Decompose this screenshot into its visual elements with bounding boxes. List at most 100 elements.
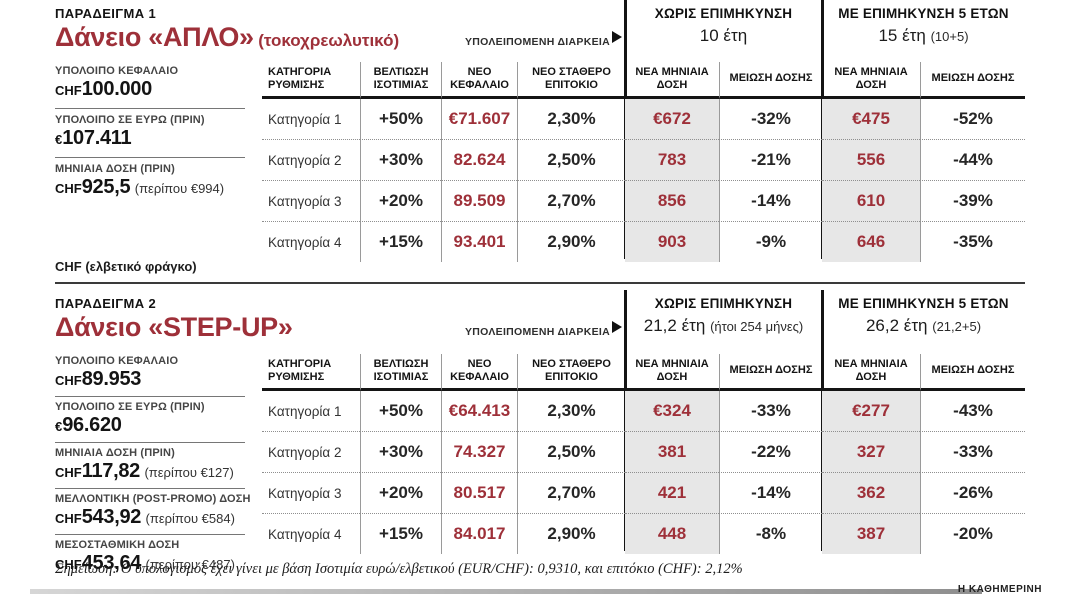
new-capital-cell: 80.517	[441, 473, 517, 514]
new-dose-cell: 327	[822, 432, 920, 473]
column-header: ΝΕΑ ΜΗΝΙΑΙΑ ΔΟΣΗ	[625, 62, 719, 99]
brand-name: Η ΚΑΘΗΜΕΡΙΝΗ	[957, 584, 1042, 595]
column-header: ΝΕΟ ΣΤΑΘΕΡΟ ΕΠΙΤΟΚΙΟ	[517, 62, 625, 99]
rate-cell: 2,70%	[517, 473, 625, 514]
new-dose-cell: 421	[625, 473, 719, 514]
dose-reduction-cell: -39%	[920, 181, 1025, 222]
group-duration: 15 έτη (10+5)	[878, 26, 969, 45]
info-label: ΥΠΟΛΟΙΠΟ ΚΕΦΑΛΑΙΟ	[55, 65, 179, 77]
right-arrow-icon	[612, 321, 622, 333]
info-item: ΜΕΣΟΣΤΑΘΜΙΚΗ ΔΟΣΗ CHF453,64 (περίπου €48…	[55, 535, 245, 580]
dose-reduction-cell: -52%	[920, 99, 1025, 140]
improvement-cell: +50%	[360, 99, 441, 140]
loan-title-main: Δάνειο «STEP-UP»	[55, 312, 293, 342]
new-dose-cell: €672	[625, 99, 719, 140]
info-label: ΜΗΝΙΑΙΑ ΔΟΣΗ (ΠΡΙΝ)	[55, 163, 175, 175]
info-label: ΥΠΟΛΟΙΠΟ ΣΕ ΕΥΡΩ (ΠΡΙΝ)	[55, 401, 205, 413]
rate-cell: 2,90%	[517, 222, 625, 262]
group-title: ΜΕ ΕΠΙΜΗΚΥΝΣΗ 5 ΕΤΩΝ	[838, 6, 1009, 21]
info-item: ΥΠΟΛΟΙΠΟ ΣΕ ΕΥΡΩ (ΠΡΙΝ) €96.620	[55, 397, 245, 443]
dose-reduction-cell: -33%	[920, 432, 1025, 473]
group-with-extension: ΜΕ ΕΠΙΜΗΚΥΝΣΗ 5 ΕΤΩΝ 26,2 έτη (21,2+5)	[822, 296, 1025, 336]
column-header: ΚΑΤΗΓΟΡΙΑ ΡΥΘΜΙΣΗΣ	[262, 354, 360, 391]
dose-reduction-cell: -22%	[719, 432, 822, 473]
new-dose-cell: €475	[822, 99, 920, 140]
dose-reduction-cell: -21%	[719, 140, 822, 181]
info-label: ΜΕΛΛΟΝΤΙΚΗ (POST-PROMO) ΔΟΣΗ	[55, 493, 251, 505]
improvement-cell: +15%	[360, 222, 441, 262]
info-value: CHF453,64 (περίπου €487)	[55, 552, 235, 574]
group-title: ΜΕ ΕΠΙΜΗΚΥΝΣΗ 5 ΕΤΩΝ	[838, 296, 1009, 311]
new-dose-cell: €324	[625, 391, 719, 432]
dose-reduction-cell: -32%	[719, 99, 822, 140]
new-dose-cell: 856	[625, 181, 719, 222]
rate-cell: 2,30%	[517, 99, 625, 140]
new-capital-cell: 74.327	[441, 432, 517, 473]
rate-cell: 2,50%	[517, 432, 625, 473]
column-header: ΝΕΟ ΣΤΑΘΕΡΟ ΕΠΙΤΟΚΙΟ	[517, 354, 625, 391]
brand-bar	[30, 589, 982, 594]
rate-cell: 2,50%	[517, 140, 625, 181]
column-header: ΝΕΑ ΜΗΝΙΑΙΑ ΔΟΣΗ	[822, 62, 920, 99]
column-header: ΜΕΙΩΣΗ ΔΟΣΗΣ	[920, 62, 1025, 99]
loan-title: Δάνειο «STEP-UP»	[55, 312, 293, 343]
column-header: ΒΕΛΤΙΩΣΗ ΙΣΟΤΙΜΙΑΣ	[360, 354, 441, 391]
loan-title-suffix: (τοκοχρεωλυτικό)	[258, 31, 400, 50]
section-divider	[55, 282, 1025, 284]
group-duration: 26,2 έτη (21,2+5)	[865, 316, 982, 335]
loan-table-example-1: ΚΑΤΗΓΟΡΙΑ ΡΥΘΜΙΣΗΣ ΒΕΛΤΙΩΣΗ ΙΣΟΤΙΜΙΑΣ ΝΕ…	[262, 62, 1025, 262]
info-item: ΜΗΝΙΑΙΑ ΔΟΣΗ (ΠΡΙΝ) CHF117,82 (περίπου €…	[55, 443, 245, 489]
new-capital-cell: €71.607	[441, 99, 517, 140]
info-value: CHF543,92 (περίπου €584)	[55, 506, 235, 528]
new-dose-cell: 448	[625, 514, 719, 554]
info-item: ΥΠΟΛΟΙΠΟ ΚΕΦΑΛΑΙΟ CHF100.000	[55, 60, 245, 109]
rate-cell: 2,90%	[517, 514, 625, 554]
info-item: ΜΗΝΙΑΙΑ ΔΟΣΗ (ΠΡΙΝ) CHF925,5 (περίπου €9…	[55, 158, 245, 206]
loan-info-panel: ΥΠΟΛΟΙΠΟ ΚΕΦΑΛΑΙΟ CHF89.953 ΥΠΟΛΟΙΠΟ ΣΕ …	[55, 351, 251, 580]
new-capital-cell: 84.017	[441, 514, 517, 554]
info-value: CHF89.953	[55, 368, 142, 390]
info-value: CHF100.000	[55, 78, 152, 100]
dose-reduction-cell: -14%	[719, 181, 822, 222]
new-dose-cell: 610	[822, 181, 920, 222]
new-dose-cell: 387	[822, 514, 920, 554]
info-label: ΥΠΟΛΟΙΠΟ ΣΕ ΕΥΡΩ (ΠΡΙΝ)	[55, 114, 205, 126]
category-cell: Κατηγορία 3	[262, 473, 360, 514]
dose-reduction-cell: -35%	[920, 222, 1025, 262]
category-cell: Κατηγορία 1	[262, 391, 360, 432]
info-label: ΥΠΟΛΟΙΠΟ ΚΕΦΑΛΑΙΟ	[55, 355, 179, 367]
category-cell: Κατηγορία 1	[262, 99, 360, 140]
loan-info-panel: ΥΠΟΛΟΙΠΟ ΚΕΦΑΛΑΙΟ CHF100.000 ΥΠΟΛΟΙΠΟ ΣΕ…	[55, 60, 245, 206]
example-1-section: ΠΑΡΑΔΕΙΓΜΑ 1 Δάνειο «ΑΠΛΟ» (τοκοχρεωλυτι…	[0, 0, 1068, 262]
dose-reduction-cell: -26%	[920, 473, 1025, 514]
new-dose-cell: 381	[625, 432, 719, 473]
example-2-section: ΠΑΡΑΔΕΙΓΜΑ 2 Δάνειο «STEP-UP» ΥΠΟΛΕΙΠΟΜΕ…	[0, 288, 1068, 574]
dose-reduction-cell: -14%	[719, 473, 822, 514]
group-duration: 21,2 έτη (ήτοι 254 μήνες)	[643, 316, 804, 335]
rate-cell: 2,30%	[517, 391, 625, 432]
info-value: €107.411	[55, 127, 132, 149]
remaining-duration-label: ΥΠΟΛΕΙΠΟΜΕΝΗ ΔΙΑΡΚΕΙΑ	[464, 36, 610, 48]
new-dose-cell: 646	[822, 222, 920, 262]
new-dose-cell: 362	[822, 473, 920, 514]
improvement-cell: +15%	[360, 514, 441, 554]
dose-reduction-cell: -8%	[719, 514, 822, 554]
example-tag: ΠΑΡΑΔΕΙΓΜΑ 1	[55, 6, 157, 21]
info-value: €96.620	[55, 414, 122, 436]
column-header: ΝΕΑ ΜΗΝΙΑΙΑ ΔΟΣΗ	[625, 354, 719, 391]
category-cell: Κατηγορία 4	[268, 526, 342, 542]
column-header: ΜΕΙΩΣΗ ΔΟΣΗΣ	[719, 354, 822, 391]
new-dose-cell: 556	[822, 140, 920, 181]
new-capital-cell: €64.413	[441, 391, 517, 432]
right-arrow-icon	[612, 31, 622, 43]
info-label: ΜΕΣΟΣΤΑΘΜΙΚΗ ΔΟΣΗ	[55, 539, 180, 551]
loan-table-example-2: ΚΑΤΗΓΟΡΙΑ ΡΥΘΜΙΣΗΣ ΒΕΛΤΙΩΣΗ ΙΣΟΤΙΜΙΑΣ ΝΕ…	[262, 354, 1025, 554]
category-cell: Κατηγορία 4	[268, 234, 342, 250]
group-with-extension: ΜΕ ΕΠΙΜΗΚΥΝΣΗ 5 ΕΤΩΝ 15 έτη (10+5)	[822, 6, 1025, 46]
info-value: CHF117,82 (περίπου €127)	[55, 460, 234, 482]
dose-reduction-cell: -9%	[719, 222, 822, 262]
improvement-cell: +20%	[360, 181, 441, 222]
info-item: ΥΠΟΛΟΙΠΟ ΚΕΦΑΛΑΙΟ CHF89.953	[55, 351, 245, 397]
loan-title: Δάνειο «ΑΠΛΟ» (τοκοχρεωλυτικό)	[55, 22, 399, 53]
